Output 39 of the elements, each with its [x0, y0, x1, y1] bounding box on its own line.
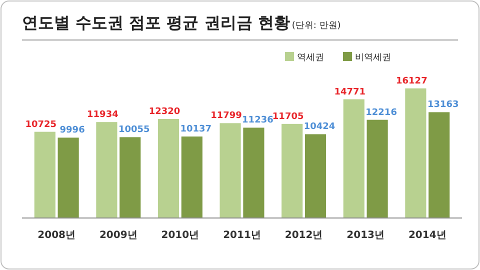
data-label: 12320: [148, 106, 180, 117]
bar: [220, 123, 241, 218]
chart-title: 연도별 수도권 점포 평균 권리금 현황: [22, 13, 290, 32]
legend-label: 비역세권: [355, 53, 391, 63]
data-label: 13163: [427, 100, 459, 110]
x-tick-label: 2008년: [38, 230, 76, 241]
bar: [304, 134, 326, 218]
data-label: 10725: [25, 120, 57, 130]
x-tick-label: 2012년: [284, 230, 323, 241]
data-label: 11236: [242, 116, 274, 126]
legend-label: 역세권: [297, 53, 324, 63]
bar: [158, 118, 180, 218]
x-tick-label: 2014년: [408, 230, 446, 241]
data-label: 10424: [304, 122, 336, 132]
bar: [405, 88, 426, 218]
bar: [343, 99, 364, 218]
x-tick-label: 2013년: [346, 230, 385, 241]
data-label: 10137: [180, 124, 212, 135]
data-label: 14771: [334, 87, 366, 98]
bar: [243, 128, 264, 218]
bar: [282, 124, 303, 218]
bar: [181, 136, 202, 218]
data-label: 12216: [366, 108, 397, 118]
bar: [34, 132, 56, 218]
data-label: 11799: [210, 111, 242, 122]
data-label: 11934: [87, 110, 118, 120]
bar: [58, 138, 79, 218]
bar: [366, 120, 388, 218]
x-tick-label: 2010년: [161, 230, 200, 241]
data-label: 11705: [272, 112, 304, 122]
data-label: 9996: [60, 126, 85, 136]
chart-subtitle: (단위: 만원): [292, 21, 341, 31]
bar: [96, 122, 118, 218]
data-label: 10055: [118, 125, 150, 136]
x-tick-label: 2009년: [99, 230, 138, 241]
data-label: 16127: [396, 76, 428, 86]
x-tick-label: 2011년: [223, 230, 261, 241]
bar: [120, 137, 141, 218]
bar: [428, 112, 450, 218]
